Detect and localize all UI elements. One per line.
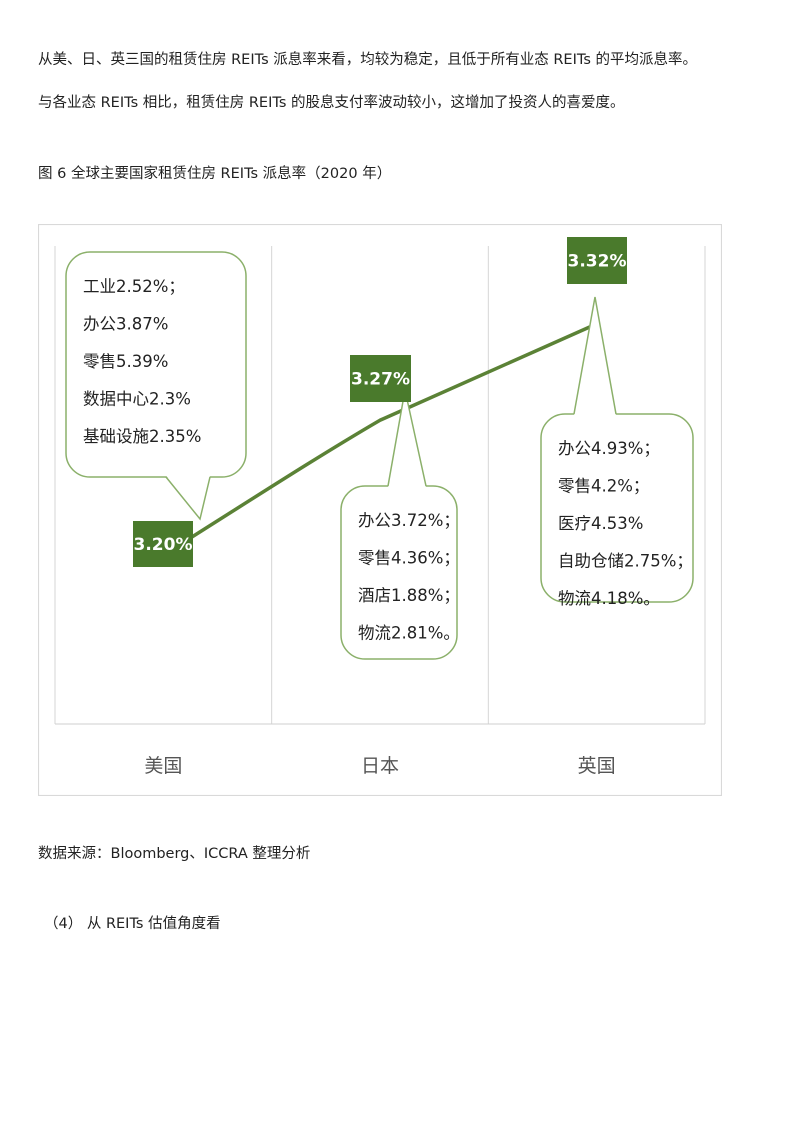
bubble-line: 零售4.36%； bbox=[358, 549, 460, 568]
bubble-tail-fill bbox=[388, 390, 426, 488]
paragraph-2: 与各业态 REITs 相比，租赁住房 REITs 的股息支付率波动较小，这增加了… bbox=[38, 95, 625, 111]
figure-caption: 图 6 全球主要国家租赁住房 REITs 派息率（2020 年） bbox=[38, 166, 392, 182]
dividend-yield-chart: 美国 日本 英国 工业2.52%； 办公3.87% 零售5.39% 数据中心2.3% 基础设施… bbox=[38, 224, 722, 796]
bubble-tail-fill bbox=[574, 297, 616, 416]
bubble-line: 工业2.52%； bbox=[83, 277, 185, 296]
bubble-line: 办公3.87% bbox=[83, 315, 168, 334]
bubble-line: 医疗4.53% bbox=[558, 514, 643, 533]
annotation-bubble: 办公4.93%； 零售4.2%； 医疗4.53% 自助仓储2.75%； 物流4.18%。 bbox=[540, 296, 694, 608]
data-label-box bbox=[350, 355, 411, 402]
data-label-box bbox=[133, 521, 193, 567]
data-label-text: 3.20% bbox=[134, 535, 193, 555]
bubble-box bbox=[540, 413, 694, 603]
bubble-line: 数据中心2.3% bbox=[83, 390, 191, 409]
bubble-line: 酒店1.88%； bbox=[358, 586, 460, 605]
bubble-line: 办公4.93%； bbox=[558, 439, 660, 458]
bubble-line: 办公3.72%； bbox=[358, 511, 460, 530]
bubble-tail-fill bbox=[166, 475, 210, 519]
bubble-line: 基础设施2.35% bbox=[83, 427, 201, 446]
annotation-bubble: 办公3.72%； 零售4.36%； 酒店1.88%； 物流2.81%。 bbox=[340, 389, 460, 660]
data-label: 3.27% bbox=[350, 355, 411, 402]
section-heading: （4） 从 REITs 估值角度看 bbox=[44, 916, 221, 932]
bubble-line: 物流2.81%。 bbox=[358, 624, 460, 643]
bubble-line: 零售4.2%； bbox=[558, 477, 649, 496]
series-line bbox=[161, 322, 599, 557]
data-label: 3.32% bbox=[567, 237, 627, 284]
data-label-text: 3.32% bbox=[568, 252, 627, 272]
bubble-tail bbox=[165, 476, 211, 521]
annotation-bubble: 工业2.52%； 办公3.87% 零售5.39% 数据中心2.3% 基础设施2.35% bbox=[65, 251, 247, 521]
data-label-text: 3.27% bbox=[351, 370, 410, 390]
chart-container: 美国 日本 英国 工业2.52%； 办公3.87% 零售5.39% 数据中心2.3% 基础设施… bbox=[38, 224, 722, 796]
bubble-line: 零售5.39% bbox=[83, 352, 168, 371]
data-label-box bbox=[567, 237, 627, 284]
bubble-box bbox=[65, 251, 247, 478]
x-tick-label: 日本 bbox=[361, 755, 399, 777]
bubble-line: 物流4.18%。 bbox=[558, 589, 660, 608]
bubble-line: 自助仓储2.75%； bbox=[558, 552, 693, 571]
data-label: 3.20% bbox=[133, 521, 193, 567]
x-tick-label: 美国 bbox=[144, 755, 182, 777]
bubble-tail bbox=[573, 296, 617, 415]
data-source: 数据来源：Bloomberg、ICCRA 整理分析 bbox=[38, 846, 311, 862]
paragraph-1: 从美、日、英三国的租赁住房 REITs 派息率来看，均较为稳定，且低于所有业态 … bbox=[38, 52, 697, 68]
x-tick-label: 英国 bbox=[578, 755, 616, 777]
